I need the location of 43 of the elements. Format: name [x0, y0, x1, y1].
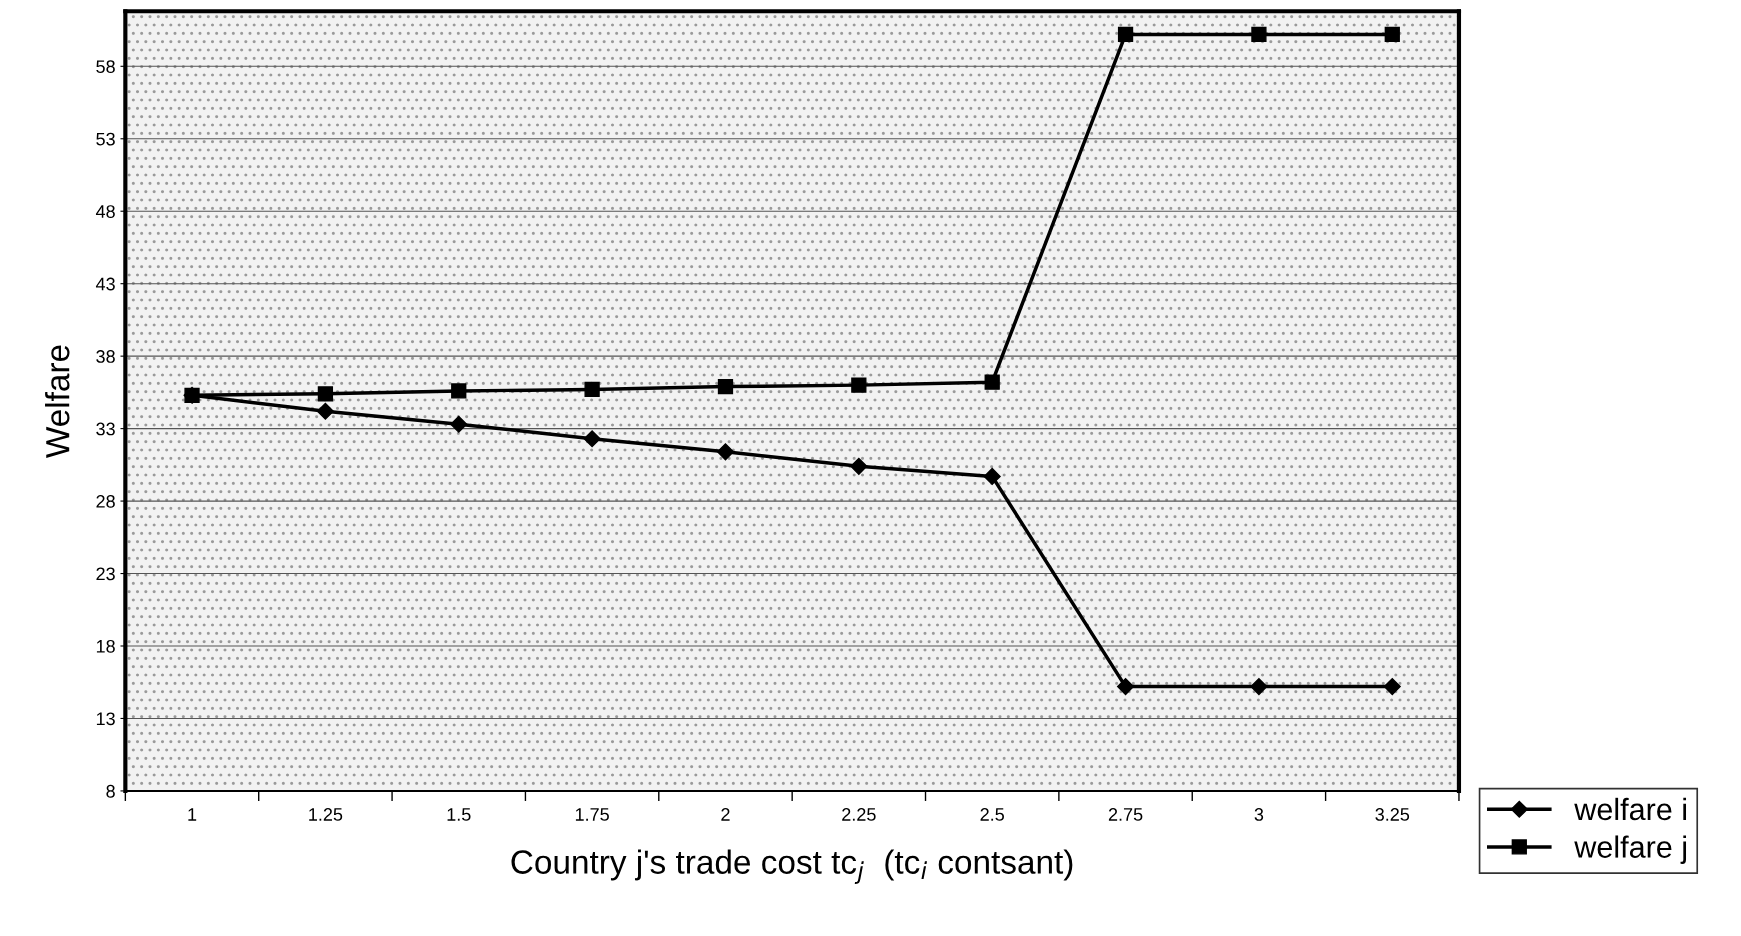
point	[450, 415, 468, 433]
point	[1117, 26, 1134, 43]
x-tick-label: 2.75	[1108, 808, 1143, 821]
point	[716, 443, 735, 461]
y-tick-label: 38	[96, 350, 115, 363]
y-axis-title: Welfare	[45, 345, 70, 459]
x-tick-label: 3.25	[1375, 808, 1410, 821]
y-tick-label: 53	[96, 132, 115, 146]
point	[1117, 678, 1135, 696]
point	[451, 383, 467, 399]
legend-label: welfare i	[1574, 797, 1687, 821]
legend-label: welfare j	[1574, 835, 1687, 864]
y-tick-label: 23	[96, 567, 115, 581]
y-tick-label: 58	[96, 60, 115, 74]
y-tick-label: 43	[95, 277, 115, 291]
point	[1251, 26, 1267, 43]
y-tick-label: 8	[106, 784, 115, 798]
x-tick-label: 1.5	[447, 808, 471, 821]
point	[584, 381, 600, 398]
x-tick-label: 2.25	[842, 808, 876, 821]
y-tick-label: 28	[96, 495, 115, 508]
point	[316, 402, 334, 420]
y-tick-label: 18	[96, 639, 115, 653]
point	[851, 377, 867, 393]
point	[717, 378, 734, 395]
point	[1250, 678, 1268, 696]
point	[1383, 678, 1401, 696]
x-tick-label: 2.5	[980, 808, 1004, 821]
point	[983, 467, 1001, 485]
x-tick-label: 1	[188, 808, 197, 821]
point	[317, 386, 334, 402]
point	[850, 457, 868, 475]
point	[1384, 26, 1400, 43]
y-tick-label: 33	[96, 422, 115, 436]
x-tick-label: 2	[721, 808, 730, 821]
point	[583, 430, 601, 448]
y-tick-label: 48	[95, 205, 115, 218]
x-axis-title: Country j's trade cost tc$_{j}$ (tc$_{i}$ contsant)	[511, 849, 1073, 884]
point	[984, 374, 1000, 390]
x-tick-label: 3	[1254, 808, 1264, 821]
x-tick-label: 1.75	[575, 808, 609, 821]
y-tick-label: 13	[96, 712, 115, 726]
x-tick-label: 1.25	[309, 808, 343, 821]
